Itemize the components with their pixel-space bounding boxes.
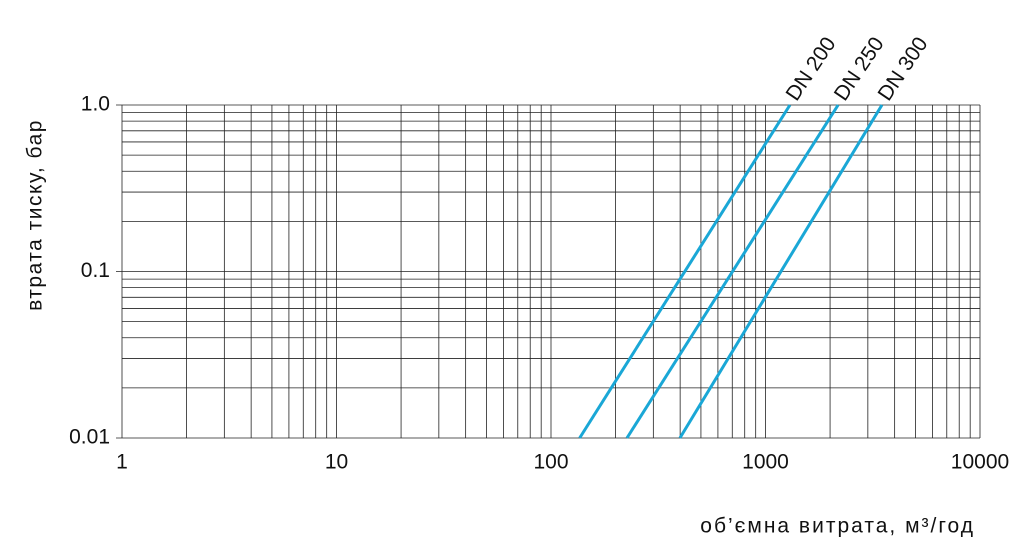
x-tick-label: 10000 [951, 451, 1009, 474]
series-line [578, 104, 792, 439]
series-line [678, 104, 884, 439]
y-tick-label: 1.0 [81, 93, 110, 116]
y-axis-title: втрата тиску, бар [24, 119, 47, 311]
x-tick-label: 100 [533, 451, 568, 474]
x-tick-label: 1000 [742, 451, 789, 474]
series-line [625, 104, 840, 439]
x-tick-label: 10 [325, 451, 348, 474]
y-tick-label: 0.01 [69, 426, 110, 449]
x-tick-label: 1 [116, 451, 128, 474]
x-axis-title: об’ємна витрата, м³/год [700, 515, 975, 538]
y-tick-label: 0.1 [81, 259, 110, 282]
